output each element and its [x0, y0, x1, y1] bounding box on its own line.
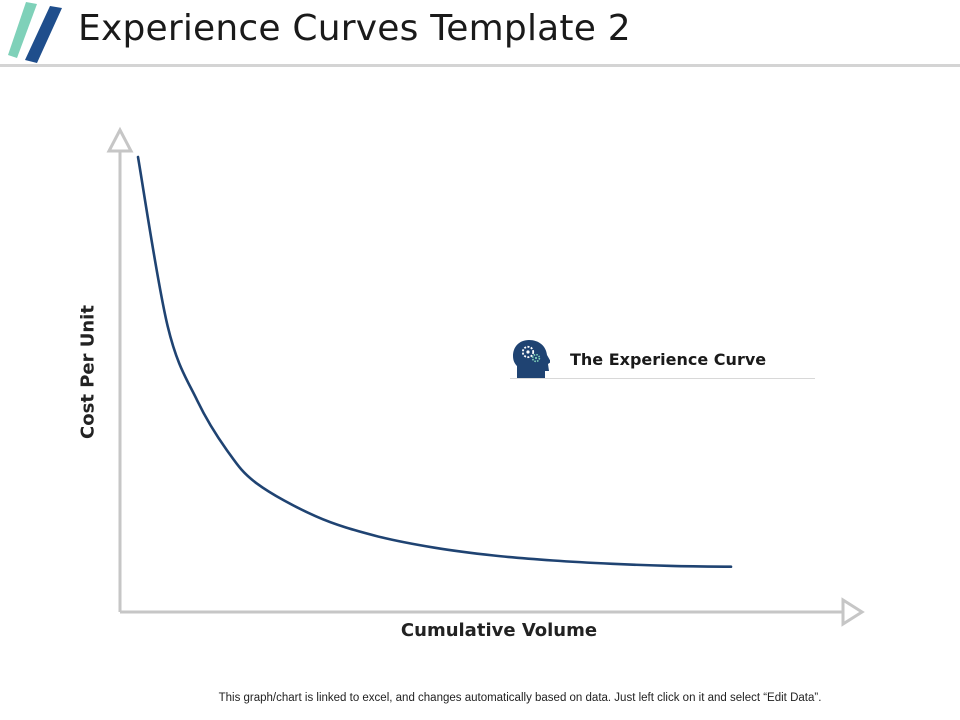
x-axis-label: Cumulative Volume	[400, 620, 598, 641]
logo-stripe-teal	[8, 2, 37, 58]
experience-curve-line[interactable]	[136, 155, 733, 568]
head-gears-icon	[513, 340, 550, 378]
page-title: Experience Curves Template 2	[78, 8, 631, 49]
logo-stripe-blue	[25, 6, 62, 63]
y-axis-label: Cost Per Unit	[77, 305, 99, 439]
callout-underline	[510, 378, 815, 379]
callout-label: The Experience Curve	[570, 350, 767, 369]
experience-curve-callout: The Experience Curve	[510, 338, 815, 380]
title-divider	[0, 64, 960, 67]
y-axis-arrowhead	[106, 126, 134, 153]
x-axis-arrowhead	[841, 597, 865, 627]
brand-stripes-logo	[8, 2, 62, 63]
footer-note: This graph/chart is linked to excel, and…	[218, 692, 822, 704]
